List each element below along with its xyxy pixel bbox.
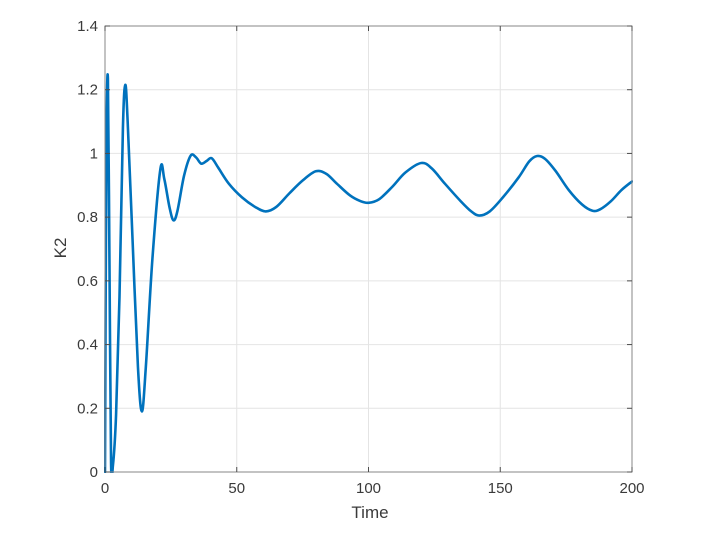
y-tick-label: 1.2 <box>77 82 98 99</box>
x-tick-label: 200 <box>619 480 644 497</box>
y-tick-label: 1.4 <box>77 18 98 35</box>
y-axis-label: K2 <box>51 237 70 259</box>
y-tick-label: 0.4 <box>77 337 98 354</box>
x-tick-label: 150 <box>488 480 513 497</box>
k2-line-series <box>104 73 633 473</box>
x-axis-label: Time <box>351 503 389 522</box>
x-tick-label: 50 <box>228 480 245 497</box>
x-tick-label: 100 <box>356 480 381 497</box>
y-tick-label: 0 <box>90 464 98 481</box>
y-tick-label: 0.8 <box>77 209 98 226</box>
y-tick-label: 0.6 <box>77 273 98 290</box>
x-tick-label: 0 <box>101 480 109 497</box>
y-tick-label: 0.2 <box>77 400 98 417</box>
y-tick-label: 1 <box>90 145 98 162</box>
